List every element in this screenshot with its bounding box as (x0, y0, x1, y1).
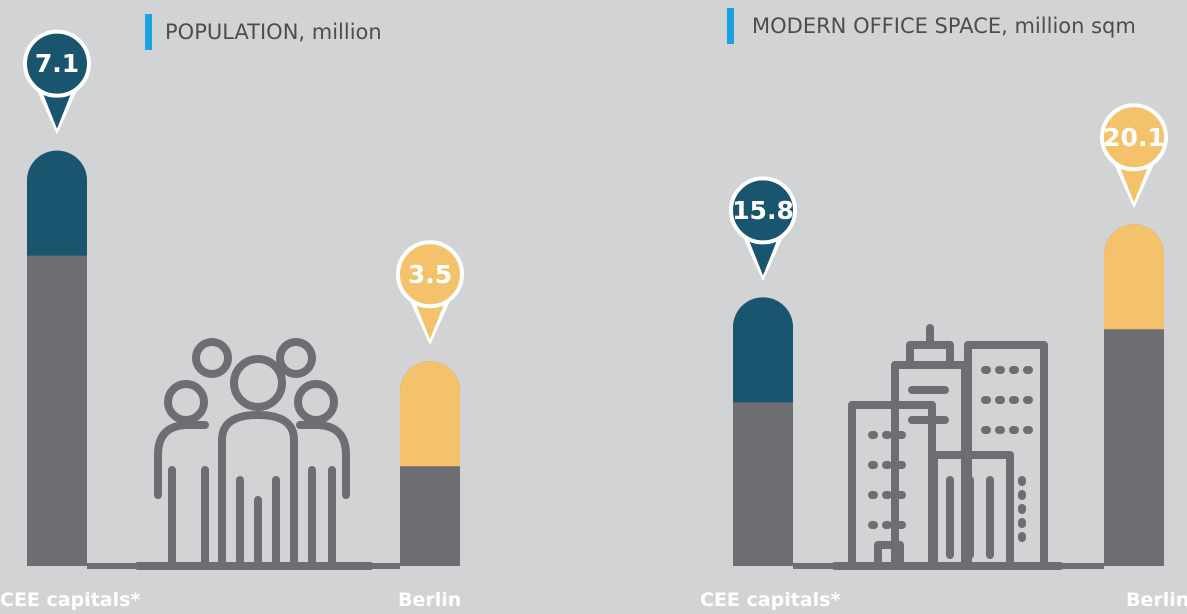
buildings-icon (831, 324, 1064, 570)
people-icon (134, 338, 374, 570)
pin (729, 176, 797, 245)
category-label: CEE capitals* (700, 589, 840, 611)
pin (396, 240, 464, 309)
pin (1100, 103, 1168, 172)
chart-title: POPULATION, million (165, 20, 382, 44)
category-label: Berlin (1126, 589, 1187, 611)
bar-cap (1104, 224, 1164, 330)
value-label: 15.8 (732, 196, 794, 225)
title-marker (727, 8, 734, 44)
value-label: 7.1 (35, 49, 79, 78)
bar-cap (400, 361, 460, 467)
chart-title: MODERN OFFICE SPACE, million sqm (752, 14, 1136, 38)
bar-cap (733, 297, 793, 403)
category-label: CEE capitals* (0, 589, 140, 611)
value-label: 20.1 (1103, 123, 1165, 152)
value-label: 3.5 (408, 260, 452, 289)
bar-cap (27, 150, 87, 256)
bar (1104, 224, 1164, 566)
bar (27, 150, 87, 566)
bar (400, 361, 460, 566)
category-label: Berlin (398, 589, 461, 611)
pin (23, 29, 91, 98)
bar (733, 297, 793, 566)
title-marker (145, 14, 152, 50)
